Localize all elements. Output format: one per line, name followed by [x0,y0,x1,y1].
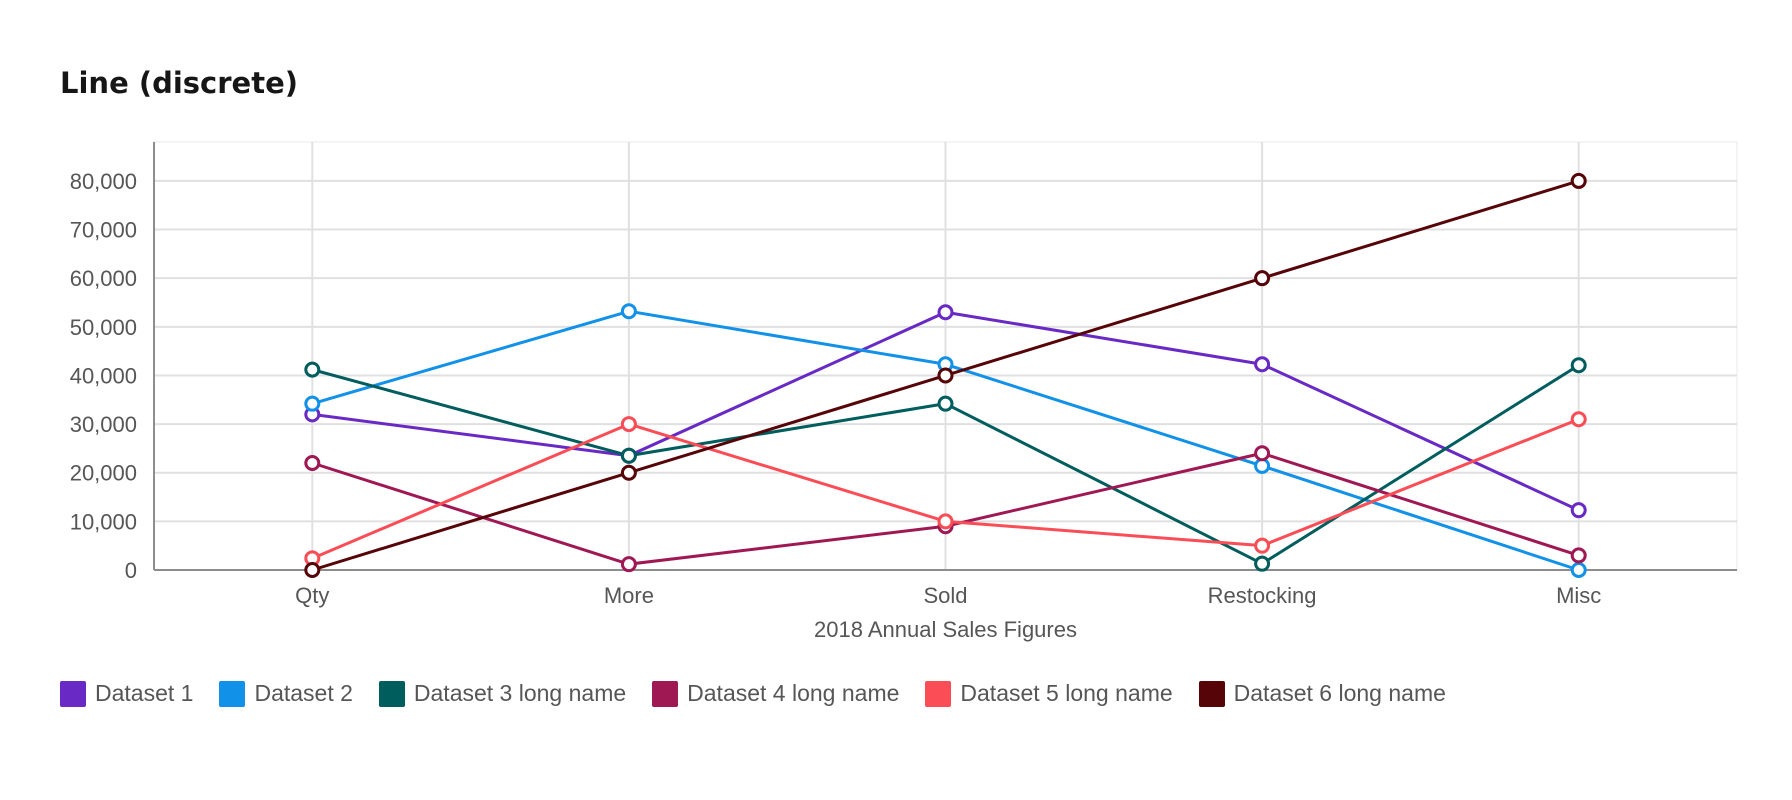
legend-swatch [925,680,952,707]
y-tick-label: 0 [125,558,137,583]
data-point [1570,502,1587,519]
legend-label: Dataset 5 long name [960,680,1173,706]
y-tick-label: 20,000 [70,461,137,486]
series-5-points [304,411,1587,567]
x-tick-label: Misc [1556,583,1601,608]
y-tick-label: 30,000 [70,412,137,437]
x-axis-title: 2018 Annual Sales Figures [814,617,1077,642]
legend-swatch [219,680,246,707]
data-point [1254,537,1271,554]
data-point [1570,547,1587,564]
data-point [304,395,321,412]
series-2-points [304,303,1587,578]
data-point [937,367,954,384]
data-point [620,447,637,464]
legend-label: Dataset 3 long name [413,680,627,706]
legend-swatch [60,680,86,707]
legend-item[interactable]: Dataset 2 [219,680,353,707]
data-point [304,361,321,378]
y-tick-label: 80,000 [70,169,137,194]
series-lines [304,172,1587,578]
series-6-points [304,172,1587,578]
data-point [1254,445,1271,462]
legend-label: Dataset 1 [95,680,194,706]
x-tick-label: More [604,583,654,608]
chart-title: Line (discrete) [60,66,298,100]
data-point [1570,357,1587,374]
data-point [1254,457,1271,474]
legend-swatch [652,680,679,707]
y-tick-label: 10,000 [70,509,137,534]
legend: Dataset 1 Dataset 2 Dataset 3 long name Dat… [60,680,1472,707]
data-point [620,556,637,573]
data-point [937,304,954,321]
legend-swatch [1198,680,1225,707]
y-tick-label: 70,000 [70,218,137,243]
data-point [937,513,954,530]
y-axis-ticks: 0 10,000 20,000 30,000 40,000 50,000 60,000 70,… [70,169,137,583]
data-point [304,562,321,578]
data-point [1570,411,1587,428]
legend-item[interactable]: Dataset 3 long name [378,680,627,707]
y-tick-label: 50,000 [70,315,137,340]
axes [153,142,1737,571]
data-point [1570,172,1587,189]
x-tick-label: Qty [295,583,329,608]
legend-item[interactable]: Dataset 1 [60,680,193,707]
data-point [1254,356,1271,373]
legend-swatch [378,680,405,707]
legend-label: Dataset 6 long name [1233,680,1446,706]
legend-item[interactable]: Dataset 5 long name [925,680,1173,707]
data-point [620,303,637,320]
legend-item[interactable]: Dataset 4 long name [652,680,899,707]
legend-item[interactable]: Dataset 6 long name [1198,680,1446,707]
data-point [1570,562,1587,578]
x-axis-ticks: Qty More Sold Restocking Misc [295,583,1601,608]
y-tick-label: 40,000 [70,363,137,388]
data-point [304,455,321,471]
x-tick-label: Restocking [1208,583,1317,608]
y-tick-label: 60,000 [70,266,137,291]
data-point [620,416,637,433]
legend-label: Dataset 4 long name [687,680,900,706]
series-3-points [304,357,1587,572]
data-point [1254,270,1271,287]
data-point [937,395,954,412]
data-point [1254,555,1271,572]
data-point [620,464,637,481]
legend-label: Dataset 2 [254,680,353,706]
x-tick-label: Sold [923,583,967,608]
